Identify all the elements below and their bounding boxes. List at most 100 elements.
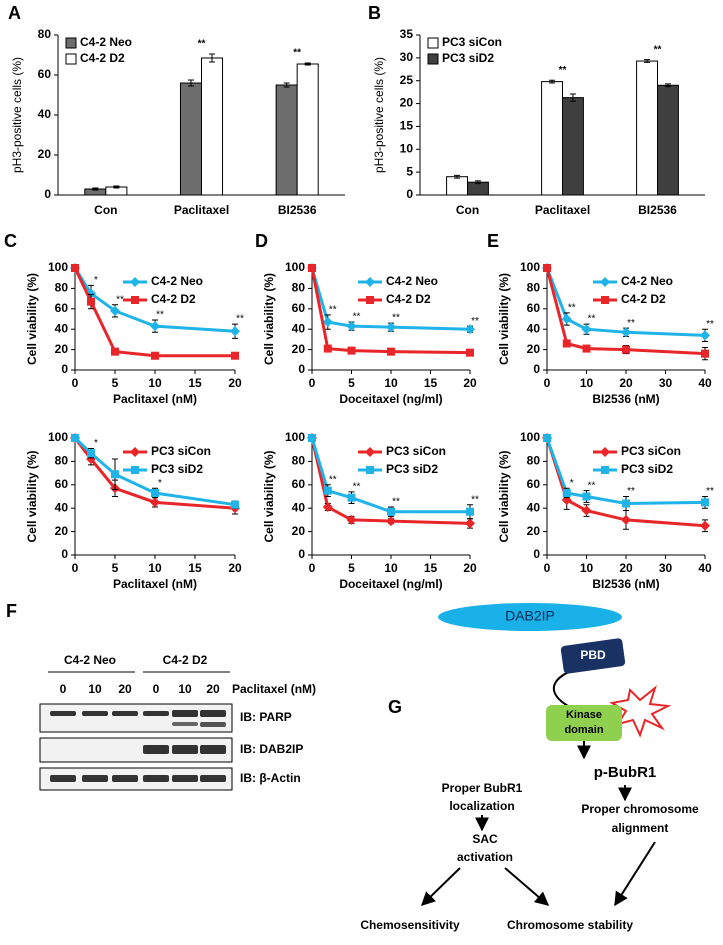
bar [636,60,658,196]
x-tick-label: 0 [309,561,316,575]
legend-label: C4-2 Neo [80,35,132,49]
marker [231,500,239,509]
legend-marker [130,447,140,457]
chart: B 0 5 10 15 20 25 30 35 pH3-positive cells (%) Con… [368,3,705,217]
x-axis-label: BI2536 (nM) [592,577,659,591]
chart: D 0 20 40 60 80 100 Cell viability (%) 0 5 10 15 20 D… [255,231,479,406]
x-tick-label: 5 [112,376,119,390]
legend-marker [130,277,140,287]
y-tick-label: 20 [55,342,69,356]
y-tick-label: 60 [55,477,69,491]
marker [347,346,356,355]
marker [465,518,475,529]
node-label: Proper chromosome [581,802,699,816]
marker [323,344,332,353]
y-tick-label: 0 [298,362,305,376]
y-tick-label: 100 [285,430,305,444]
panel-letter: C [4,231,17,251]
y-tick-label: 15 [400,119,414,133]
legend-label: PC3 siCon [151,444,211,458]
y-tick-label: 20 [400,96,414,110]
x-tick-label: 15 [188,561,202,575]
significance: ** [471,494,479,505]
significance: * [158,478,162,489]
node-label: Proper BubR1 [442,781,523,795]
error-bar [454,174,461,179]
legend-label: C4-2 D2 [151,292,196,306]
x-tick-label: 5 [348,376,355,390]
significance: ** [392,497,400,508]
y-tick-label: 0 [44,187,51,201]
bands [50,710,226,782]
node-label: Chromosome stability [507,918,633,932]
marker [543,434,551,442]
y-axis-label: Cell viability (%) [262,450,276,542]
significance: * [94,275,98,286]
x-axis-label: BI2536 (nM) [592,392,659,406]
y-tick-label: 60 [527,477,541,491]
significance: ** [353,312,361,323]
marker [562,339,571,348]
legend-swatch [65,37,77,49]
diagram-panel: G DAB2IP PBD Kinase domain p-BubR1 Prope… [360,603,699,932]
bar [275,84,298,196]
x-tick-label: 0 [72,376,79,390]
x-axis-label: Paclitaxel (nM) [113,392,197,406]
marker [150,497,160,508]
x-tick-label: 0 [72,561,79,575]
significance: ** [706,319,714,330]
marker [308,434,316,442]
legend-label: PC3 siCon [442,35,502,49]
marker [387,347,395,356]
legend-marker [131,466,139,474]
marker [231,351,239,360]
legend-swatch [427,53,439,65]
y-tick-label: 0 [533,362,540,376]
y-tick-label: 20 [527,342,541,356]
x-tick-label: 5 [112,561,119,575]
y-tick-label: 80 [292,454,306,468]
legend-marker [130,277,140,287]
dose: 10 [88,682,102,696]
marker [581,324,592,335]
significance: ** [471,316,479,327]
legend-label: C4-2 Neo [386,274,438,288]
significance: ** [156,310,164,321]
row-label: IB: DAB2IP [240,742,303,756]
legend-label: PC3 siD2 [442,51,494,65]
significance: ** [568,303,576,314]
significance: ** [706,486,714,497]
error-bar [644,59,651,63]
arrow [504,867,550,906]
x-tick-label: 15 [424,561,438,575]
significance: ** [198,39,206,50]
x-tick-label: 15 [188,376,202,390]
legend-marker [131,296,139,304]
x-axis-label: Doceitaxel (ng/ml) [339,392,442,406]
node-label: activation [457,850,513,864]
y-tick-label: 100 [48,430,68,444]
legend-label: PC3 siCon [386,444,446,458]
y-axis-label: Cell viability (%) [262,273,276,365]
y-tick-label: 60 [55,301,69,315]
y-tick-label: 40 [292,500,306,514]
error-bar [92,187,99,191]
x-tick-label: Paclitaxel [535,203,590,217]
y-tick-label: 0 [298,547,305,561]
y-tick-label: 100 [48,260,68,274]
significance: ** [329,474,337,485]
y-axis-label: Cell viability (%) [497,273,511,365]
marker [543,264,551,272]
y-tick-label: 0 [406,187,413,201]
linker [552,667,579,707]
y-tick-label: 40 [527,500,541,514]
error-bar [474,180,481,185]
group-label: C4-2 D2 [163,653,208,667]
x-tick-label: Paclitaxel [174,203,229,217]
node-label: DAB2IP [505,608,555,624]
significance: ** [353,481,361,492]
legend-marker [601,296,609,304]
marker [701,349,709,358]
x-axis-label: Paclitaxel (nM) [113,577,197,591]
